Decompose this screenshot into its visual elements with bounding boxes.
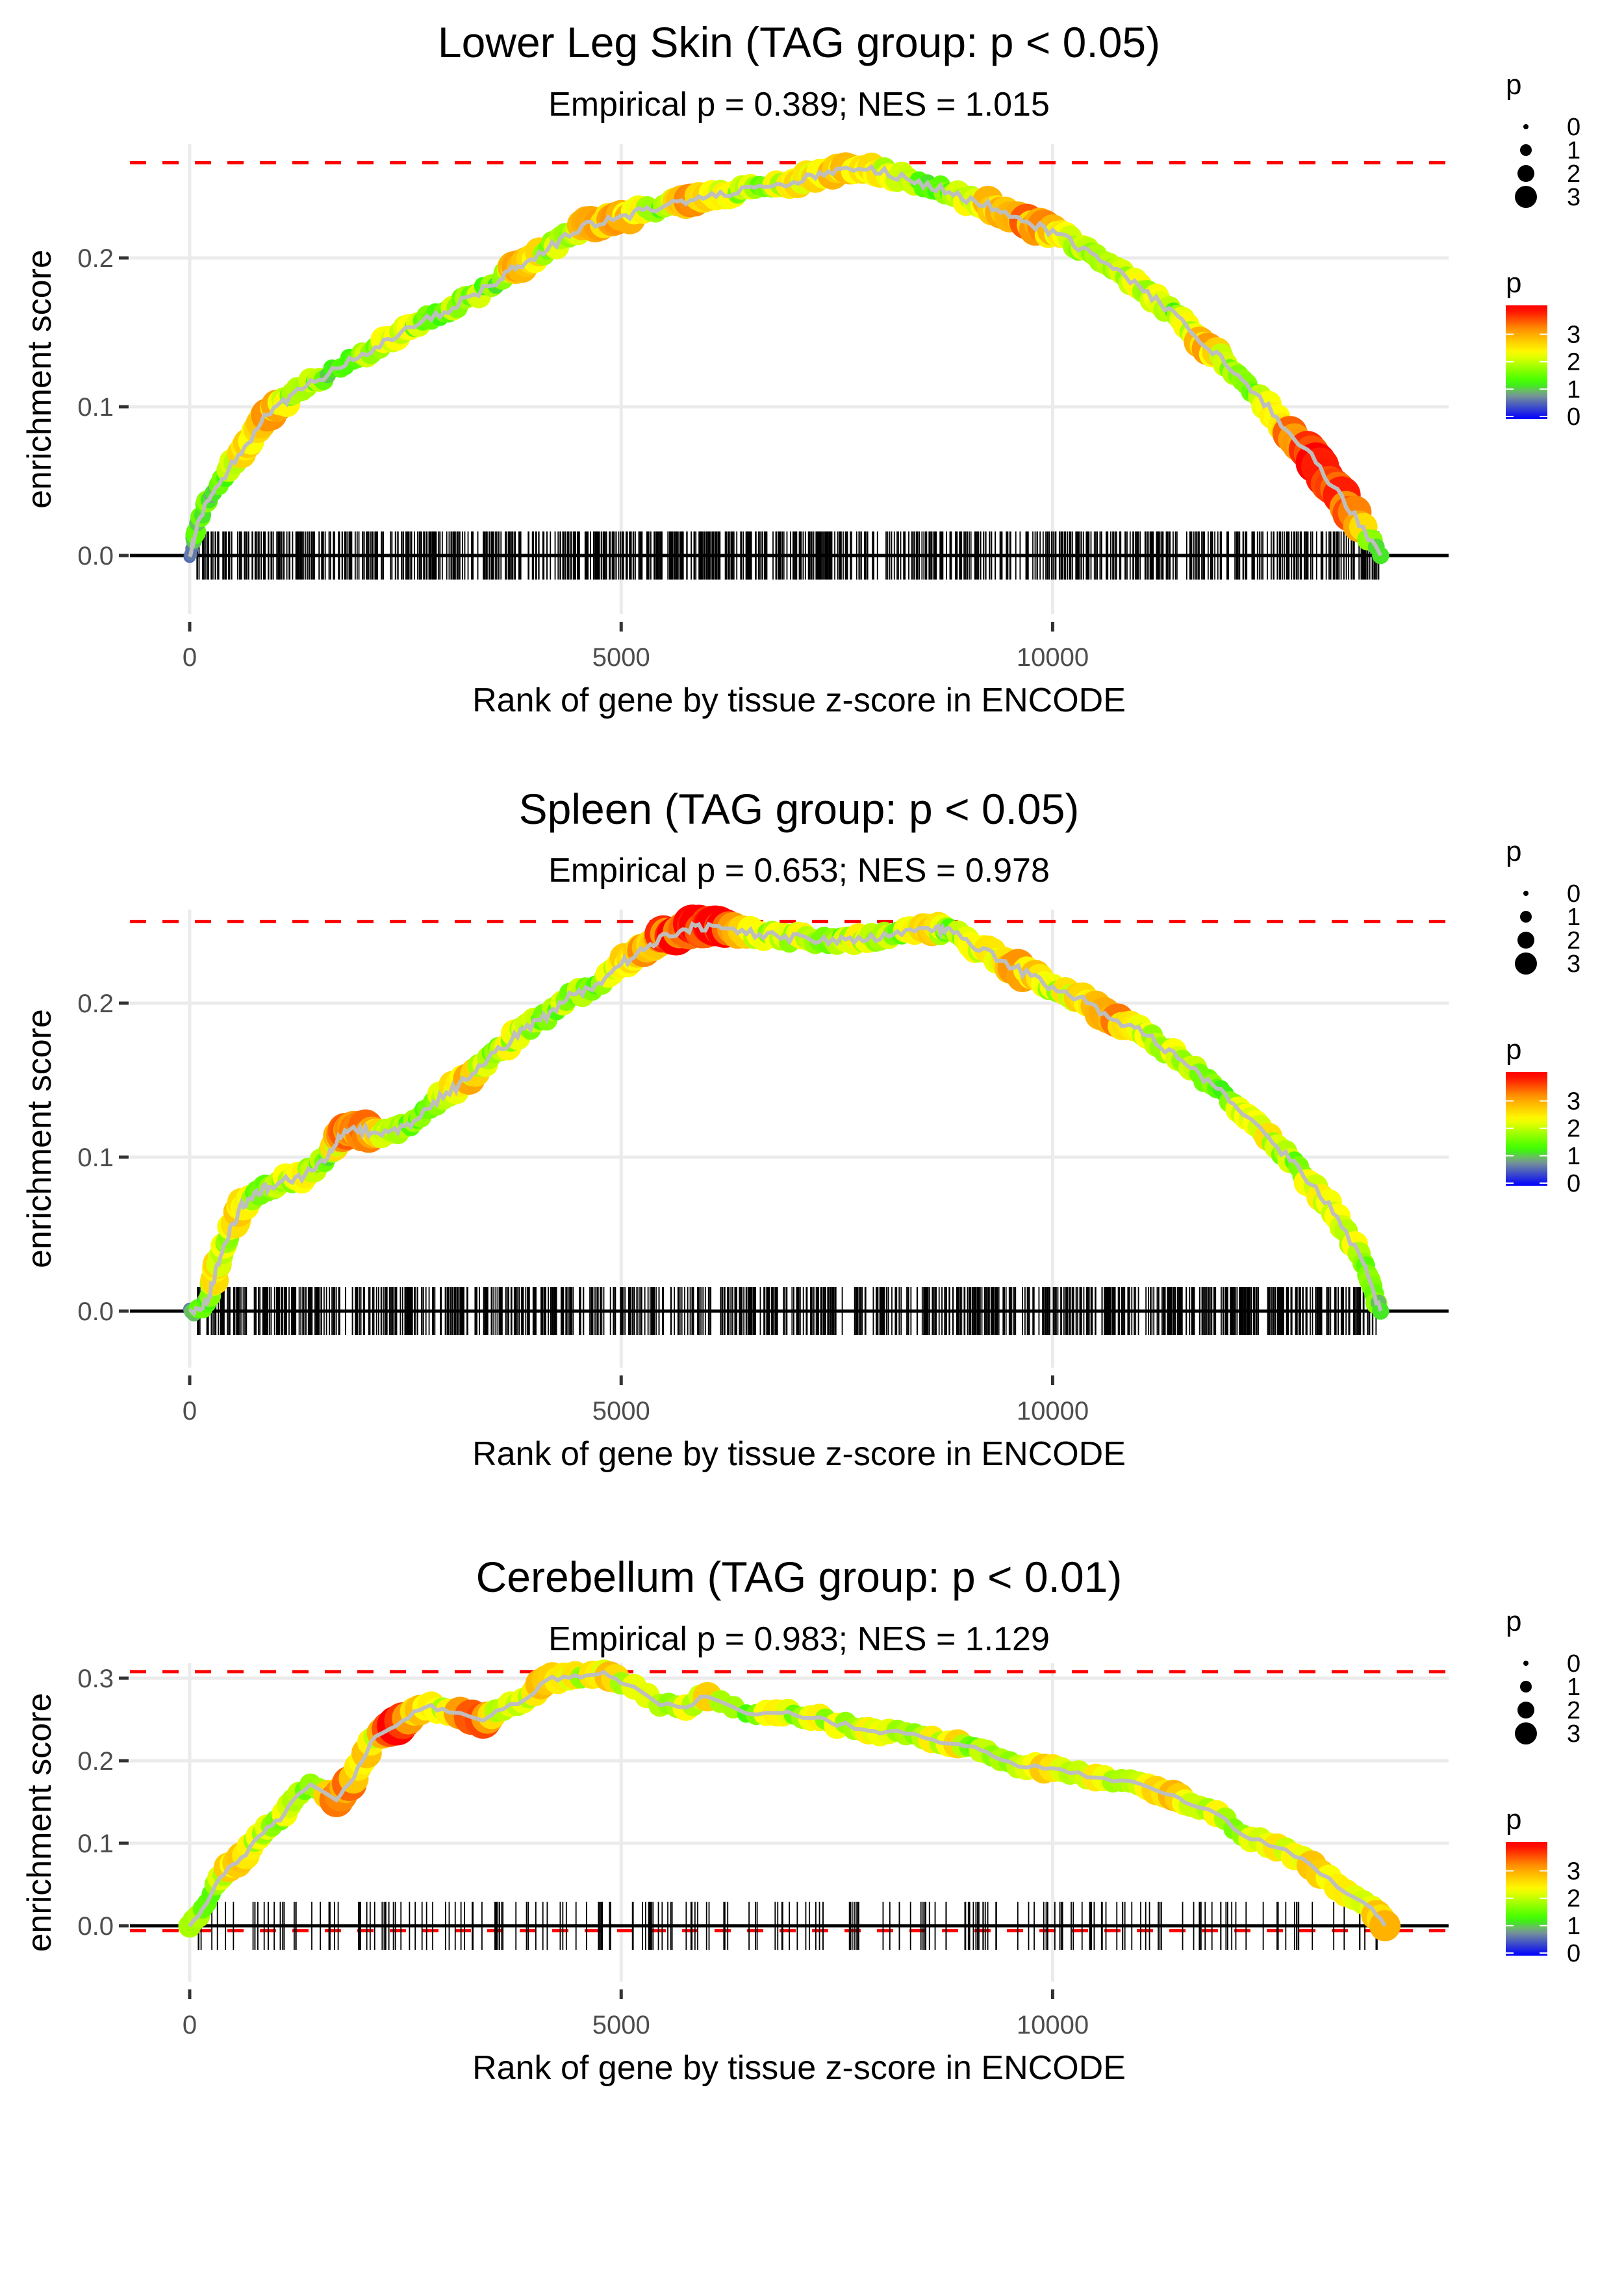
color-legend-label: 1 [1567, 1913, 1580, 1940]
enrichment-curve [188, 921, 1383, 1317]
y-tick-label: 0.1 [77, 393, 114, 422]
y-tick-label: 0.0 [77, 542, 114, 570]
x-tick-label: 10000 [1017, 2011, 1089, 2039]
color-legend-title: p [1506, 1804, 1521, 1835]
x-tick-label: 0 [183, 2011, 197, 2039]
size-legend-label: 0 [1567, 1650, 1580, 1678]
size-legend-label: 0 [1567, 114, 1580, 141]
points [183, 152, 1389, 565]
size-legend-dot [1517, 1702, 1534, 1718]
x-tick-label: 5000 [592, 1397, 650, 1425]
color-legend-label: 0 [1567, 1940, 1580, 1967]
size-legend-dot [1515, 186, 1537, 208]
size-legend-label: 2 [1567, 1697, 1580, 1724]
size-legend-label: 2 [1567, 160, 1580, 188]
chart-subtitle: Empirical p = 0.653; NES = 0.978 [548, 852, 1050, 889]
x-tick-label: 0 [183, 643, 197, 672]
data-point [1372, 546, 1389, 565]
y-tick-label: 0.2 [77, 990, 114, 1018]
chart-title: Lower Leg Skin (TAG group: p < 0.05) [438, 18, 1160, 66]
color-legend-label: 3 [1567, 321, 1580, 348]
x-axis-title: Rank of gene by tissue z-score in ENCODE [472, 1435, 1126, 1473]
size-legend-dot [1517, 932, 1534, 949]
size-legend-label: 1 [1567, 904, 1580, 931]
enrichment-curve [188, 1670, 1387, 1928]
chart-title: Cerebellum (TAG group: p < 0.01) [476, 1553, 1123, 1601]
size-legend-label: 3 [1567, 184, 1580, 211]
y-axis-title: enrichment score [21, 1009, 58, 1268]
size-legend-title: p [1506, 836, 1521, 867]
x-axis-title: Rank of gene by tissue z-score in ENCODE [472, 2049, 1126, 2087]
x-tick-label: 10000 [1017, 643, 1089, 672]
size-legend-label: 1 [1567, 1674, 1580, 1701]
data-point [1372, 1302, 1389, 1320]
color-legend-label: 2 [1567, 1885, 1580, 1913]
y-tick-label: 0.2 [77, 244, 114, 273]
color-legend-label: 0 [1567, 403, 1580, 431]
color-legend-label: 0 [1567, 1170, 1580, 1197]
points [178, 1659, 1401, 1941]
y-tick-label: 0.3 [77, 1665, 114, 1693]
size-legend-dot [1517, 165, 1534, 182]
x-tick-label: 0 [183, 1397, 197, 1425]
size-legend-dot [1520, 1681, 1532, 1693]
chart-subtitle: Empirical p = 0.389; NES = 1.015 [548, 86, 1050, 123]
color-legend-label: 1 [1567, 376, 1580, 403]
color-legend-label: 3 [1567, 1858, 1580, 1885]
y-tick-label: 0.1 [77, 1830, 114, 1858]
y-tick-label: 0.2 [77, 1747, 114, 1776]
chart-panel-3: Cerebellum (TAG group: p < 0.01) Empirica… [21, 1553, 1580, 2087]
chart-panel-2: Spleen (TAG group: p < 0.05) Empirical p … [21, 785, 1580, 1473]
x-tick-label: 5000 [592, 643, 650, 672]
color-legend-title: p [1506, 1034, 1521, 1066]
size-legend-dot [1515, 952, 1537, 975]
y-tick-label: 0.1 [77, 1143, 114, 1172]
chart-title: Spleen (TAG group: p < 0.05) [519, 785, 1080, 833]
enrichment-curve [188, 164, 1382, 558]
y-tick-label: 0.0 [77, 1297, 114, 1326]
size-legend-dot [1523, 891, 1529, 896]
size-legend-label: 0 [1567, 880, 1580, 908]
size-legend-dot [1520, 911, 1532, 923]
size-legend-dot [1523, 124, 1529, 129]
size-legend-dot [1515, 1722, 1537, 1744]
color-legend-label: 2 [1567, 1116, 1580, 1143]
x-tick-label: 5000 [592, 2011, 650, 2039]
size-legend-label: 3 [1567, 951, 1580, 978]
points [183, 904, 1389, 1322]
y-tick-label: 0.0 [77, 1912, 114, 1941]
size-legend-label: 1 [1567, 137, 1580, 164]
color-legend-label: 1 [1567, 1143, 1580, 1170]
size-legend-title: p [1506, 69, 1521, 101]
y-axis-title: enrichment score [21, 1693, 58, 1952]
color-legend-title: p [1506, 267, 1521, 299]
x-tick-label: 10000 [1017, 1397, 1089, 1425]
size-legend-label: 3 [1567, 1720, 1580, 1748]
color-legend-label: 2 [1567, 349, 1580, 376]
y-axis-title: enrichment score [21, 249, 58, 509]
size-legend-dot [1523, 1661, 1529, 1666]
size-legend-title: p [1506, 1605, 1521, 1637]
size-legend-label: 2 [1567, 927, 1580, 954]
x-axis-title: Rank of gene by tissue z-score in ENCODE [472, 682, 1126, 719]
chart-subtitle: Empirical p = 0.983; NES = 1.129 [548, 1620, 1050, 1658]
color-legend-label: 3 [1567, 1088, 1580, 1115]
size-legend-dot [1520, 144, 1532, 156]
chart-panel-1: Lower Leg Skin (TAG group: p < 0.05) Empi… [21, 18, 1580, 719]
